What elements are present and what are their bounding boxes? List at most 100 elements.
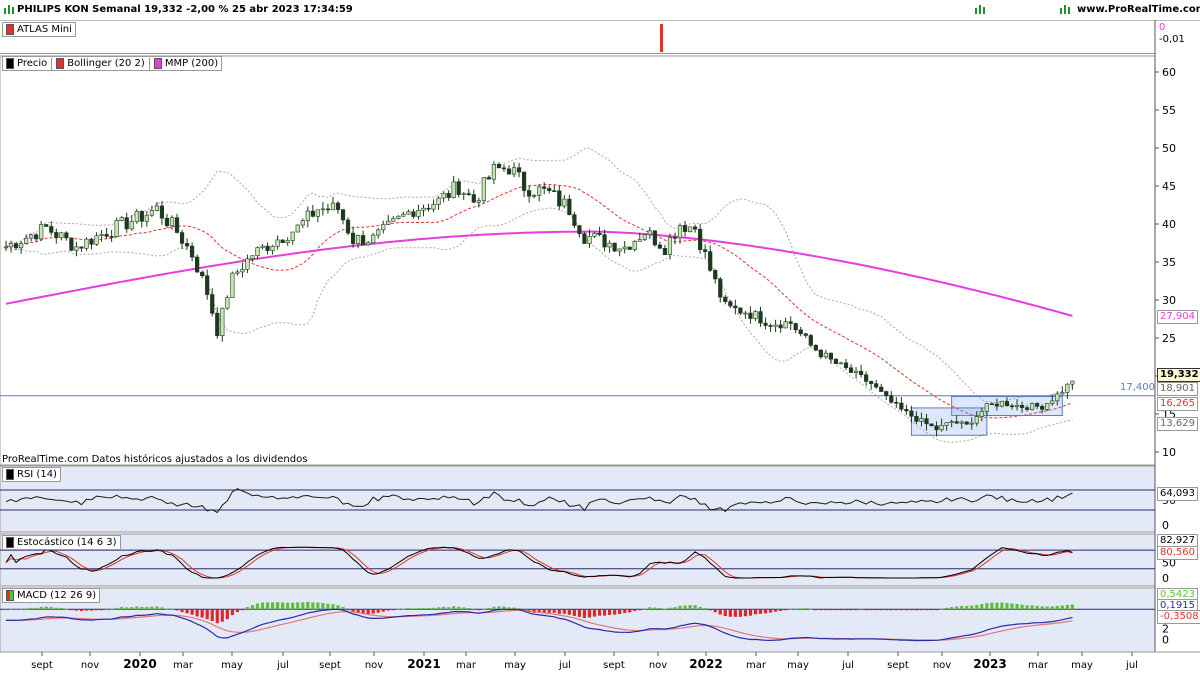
candle: [708, 251, 713, 271]
macd-hist-bar: [431, 607, 436, 610]
macd-hist-bar: [904, 609, 908, 611]
candle: [345, 219, 351, 234]
macd-hist-bar: [291, 602, 295, 610]
macd-hist-bar: [89, 609, 94, 611]
macd-hist-bar: [618, 609, 622, 614]
macd-hist-bar: [592, 609, 597, 617]
macd-hist-bar: [286, 602, 290, 610]
candle: [577, 225, 582, 234]
candle: [949, 421, 954, 423]
x-tick-label: may: [221, 660, 243, 671]
candle: [728, 301, 733, 307]
candle: [572, 214, 577, 226]
atlas-axis-bottom: -0,01: [1159, 34, 1185, 45]
rsi-legend[interactable]: RSI (14): [2, 467, 61, 482]
candle: [320, 208, 325, 211]
price-legend[interactable]: Precio Bollinger (20 2) MMP (200): [2, 56, 223, 71]
candle: [270, 245, 275, 251]
macd-hist-bar: [623, 609, 627, 614]
candle: [924, 418, 929, 425]
macd-hist-bar: [628, 609, 632, 613]
macd-hist-bar: [276, 602, 280, 610]
price-tick-label: 25: [1162, 332, 1176, 345]
macd-hist-bar: [84, 609, 89, 611]
macd-hist-bar: [804, 608, 808, 610]
macd-hist-bar: [507, 607, 511, 610]
chart-title: PHILIPS KON Semanal 19,332 -2,00 % 25 ab…: [17, 4, 353, 15]
candle: [340, 209, 346, 221]
macd-hist-bar: [125, 607, 129, 610]
candle: [280, 239, 285, 243]
mmp-line: [5, 230, 1073, 317]
candle: [471, 194, 476, 203]
candle: [139, 211, 144, 222]
macd-hist-bar: [919, 609, 924, 611]
candle: [275, 239, 280, 247]
candle: [411, 211, 416, 217]
stoch-bg: [0, 533, 1156, 587]
macd-hist-bar: [557, 609, 561, 614]
price-panel: [0, 55, 1156, 466]
macd-hist-bar: [562, 609, 566, 614]
atlas-label: ATLAS Mini: [17, 23, 72, 35]
candle: [24, 237, 29, 244]
macd-hist-bar: [879, 609, 883, 611]
candle: [532, 195, 537, 197]
macd-hist-bar: [44, 606, 48, 610]
macd-legend[interactable]: MACD (12 26 9): [2, 588, 101, 603]
macd-hist-bar: [799, 608, 803, 610]
last-price-tag: 19,332: [1157, 368, 1200, 382]
candle: [381, 224, 386, 231]
candle: [290, 231, 295, 241]
candle: [215, 312, 220, 336]
macd-hist-bar: [532, 609, 536, 613]
candle: [406, 211, 411, 215]
macd-hist-bar: [472, 609, 476, 611]
macd-hist-bar: [723, 609, 727, 616]
macd-hist-bar: [763, 609, 768, 614]
macd-hist-bar: [512, 607, 516, 610]
macd-hist-bar: [79, 609, 84, 612]
macd-hist-bar: [135, 606, 139, 610]
macd-hist-bar: [784, 609, 788, 611]
macd-hist-bar: [502, 606, 506, 610]
site-url[interactable]: www.ProRealTime.com: [1077, 4, 1200, 15]
x-tick-label: nov: [933, 660, 951, 671]
atlas-axis-top: 0: [1159, 22, 1166, 33]
candle: [607, 242, 612, 248]
x-tick-label: jul: [276, 660, 289, 671]
macd-hist-bar: [597, 609, 602, 616]
candle: [798, 329, 803, 335]
macd-hist-bar: [748, 609, 753, 616]
macd-hist-bar: [633, 609, 637, 611]
candle: [416, 209, 421, 217]
candle: [174, 217, 180, 233]
toolbar-icon[interactable]: [1060, 4, 1070, 14]
macd-hist-bar: [809, 608, 813, 610]
settings-icon[interactable]: [975, 4, 985, 14]
macd-hist-bar: [59, 608, 63, 610]
candle: [904, 408, 909, 412]
x-tick-label: jul: [1125, 660, 1138, 671]
candle: [210, 294, 215, 314]
macd-hist-bar: [366, 609, 370, 615]
chart-icon[interactable]: [4, 4, 14, 14]
bollinger-lower: [5, 207, 1073, 443]
macd-tick-label: 0: [1162, 634, 1169, 647]
candle: [89, 238, 94, 245]
rsi-bg: [0, 465, 1156, 533]
candle: [205, 275, 210, 295]
stoch-legend[interactable]: Estocástico (14 6 3): [2, 535, 121, 550]
macd-hist-bar: [421, 607, 426, 610]
macd-hist-bar: [265, 602, 270, 610]
candle: [828, 352, 834, 360]
macd-hist-bar: [819, 609, 823, 611]
candle: [466, 193, 471, 195]
macd-hist-bar: [462, 607, 466, 610]
macd-swatch: [6, 590, 14, 601]
macd-hist-bar: [190, 609, 194, 615]
macd-hist-bar: [753, 609, 758, 615]
macd-hist-bar: [648, 607, 652, 610]
atlas-legend[interactable]: ATLAS Mini: [2, 22, 76, 37]
macd-hist-bar: [914, 609, 919, 611]
